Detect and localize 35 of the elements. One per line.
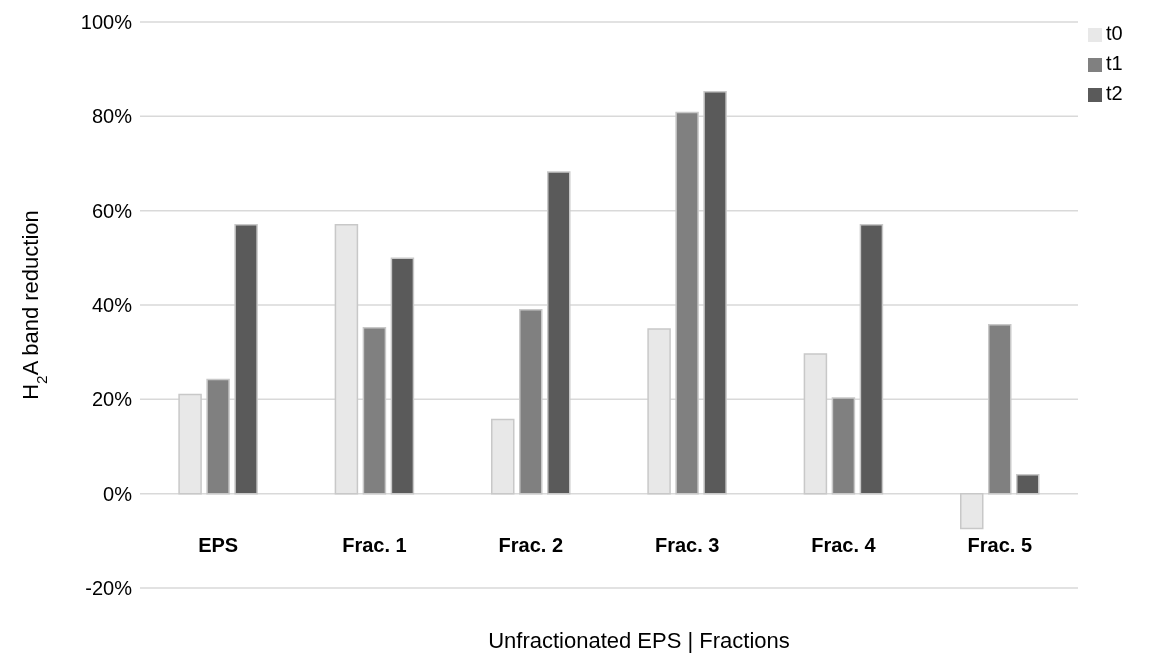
bar [362, 326, 387, 495]
y-tick-label: 20% [91, 388, 133, 411]
x-tick-label: Frac. 1 [342, 533, 407, 556]
bar [960, 492, 984, 530]
y-tick-label: -20% [85, 577, 133, 600]
bar [234, 224, 258, 495]
y-tick-label: 80% [91, 105, 133, 128]
x-tick-label: EPS [198, 533, 239, 556]
bar [491, 418, 515, 495]
bar [859, 224, 884, 495]
bar [547, 171, 571, 495]
x-tick-label: Frac. 4 [811, 533, 877, 556]
bar [647, 328, 671, 495]
bar [1016, 474, 1040, 495]
x-tick-label: Frac. 2 [498, 533, 564, 556]
legend-label: t1 [1106, 52, 1123, 74]
bar [675, 111, 699, 495]
x-tick-label: Frac. 5 [967, 533, 1033, 556]
y-tick-label: 100% [80, 11, 133, 34]
bar [803, 353, 828, 495]
bar [988, 324, 1012, 495]
bar [206, 378, 230, 495]
legend-label: t2 [1106, 82, 1123, 104]
bar [334, 224, 359, 495]
bar [178, 393, 202, 495]
y-tick-label: 0% [103, 482, 133, 505]
bar [390, 257, 415, 495]
legend-label: t0 [1106, 22, 1123, 44]
x-axis-title: Unfractionated EPS | Fractions [488, 628, 790, 653]
bar [519, 308, 543, 495]
x-tick-label: Frac. 3 [654, 533, 720, 556]
bar [831, 397, 856, 495]
bar [703, 91, 727, 495]
y-tick-label: 40% [91, 294, 133, 317]
y-tick-label: 60% [91, 199, 133, 222]
